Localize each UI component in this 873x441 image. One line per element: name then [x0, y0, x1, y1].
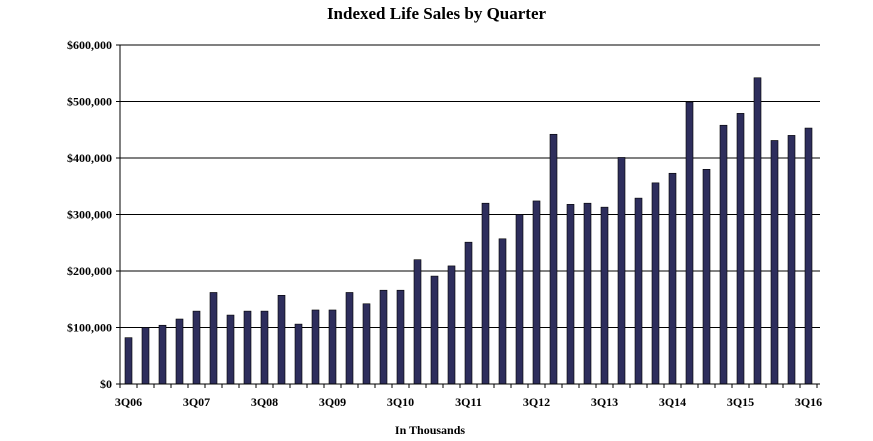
x-tick-label: 3Q11	[455, 395, 482, 409]
bar	[651, 182, 660, 385]
bar	[481, 202, 490, 385]
x-tick-label: 3Q09	[319, 395, 346, 409]
bar	[498, 238, 507, 385]
y-tick-label: $400,000	[67, 151, 112, 165]
x-tick-label: 3Q08	[251, 395, 278, 409]
bar	[362, 303, 371, 385]
bar	[413, 259, 422, 385]
bar	[804, 127, 813, 385]
bar	[787, 135, 796, 385]
bar	[328, 309, 337, 385]
bar	[583, 202, 592, 385]
y-tick-label: $300,000	[67, 208, 112, 222]
x-tick-label: 3Q15	[727, 395, 754, 409]
bar	[260, 310, 269, 385]
bar	[158, 324, 167, 385]
bar	[668, 172, 677, 385]
bar	[447, 265, 456, 385]
y-tick-labels: $0 $100,000 $200,000 $300,000 $400,000 $500,0…	[67, 38, 112, 391]
bar	[311, 309, 320, 385]
bar	[430, 275, 439, 385]
bar	[175, 318, 184, 385]
x-tick-label: 3Q06	[115, 395, 142, 409]
bars	[124, 77, 813, 385]
x-tick-label: 3Q16	[795, 395, 822, 409]
y-tick-label: $0	[100, 377, 112, 391]
bar	[192, 310, 201, 385]
chart-title: Indexed Life Sales by Quarter	[326, 4, 547, 23]
x-tick-labels: 3Q06 3Q07 3Q08 3Q09 3Q10 3Q11 3Q12 3Q13 3Q14 3Q15…	[115, 395, 822, 409]
bar	[532, 200, 541, 385]
x-axis-title: In Thousands	[394, 423, 466, 437]
bar	[549, 133, 558, 385]
bar	[124, 337, 133, 385]
y-tick-label: $100,000	[67, 321, 112, 335]
bar	[685, 101, 694, 385]
bar	[209, 292, 218, 385]
bar	[396, 289, 405, 385]
axes	[116, 44, 820, 388]
bar	[753, 77, 762, 385]
bar	[770, 140, 779, 385]
bar	[464, 241, 473, 385]
bar	[566, 204, 575, 385]
y-tick-label: $600,000	[67, 38, 112, 52]
x-tick-label: 3Q13	[591, 395, 618, 409]
bar	[736, 113, 745, 385]
x-tick-label: 3Q10	[387, 395, 414, 409]
bar	[600, 206, 609, 385]
x-tick-label: 3Q12	[523, 395, 550, 409]
y-tick-label: $500,000	[67, 95, 112, 109]
y-tick-label: $200,000	[67, 264, 112, 278]
bar	[226, 314, 235, 385]
bar	[294, 323, 303, 385]
x-tick-label: 3Q14	[659, 395, 686, 409]
bar	[277, 294, 286, 385]
bar	[345, 292, 354, 385]
bar	[719, 124, 728, 385]
bar	[702, 169, 711, 385]
bar	[379, 289, 388, 385]
bar	[634, 197, 643, 385]
bar	[243, 310, 252, 385]
x-tick-label: 3Q07	[183, 395, 210, 409]
bar	[617, 157, 626, 385]
bar	[141, 327, 150, 385]
bar	[515, 214, 524, 385]
